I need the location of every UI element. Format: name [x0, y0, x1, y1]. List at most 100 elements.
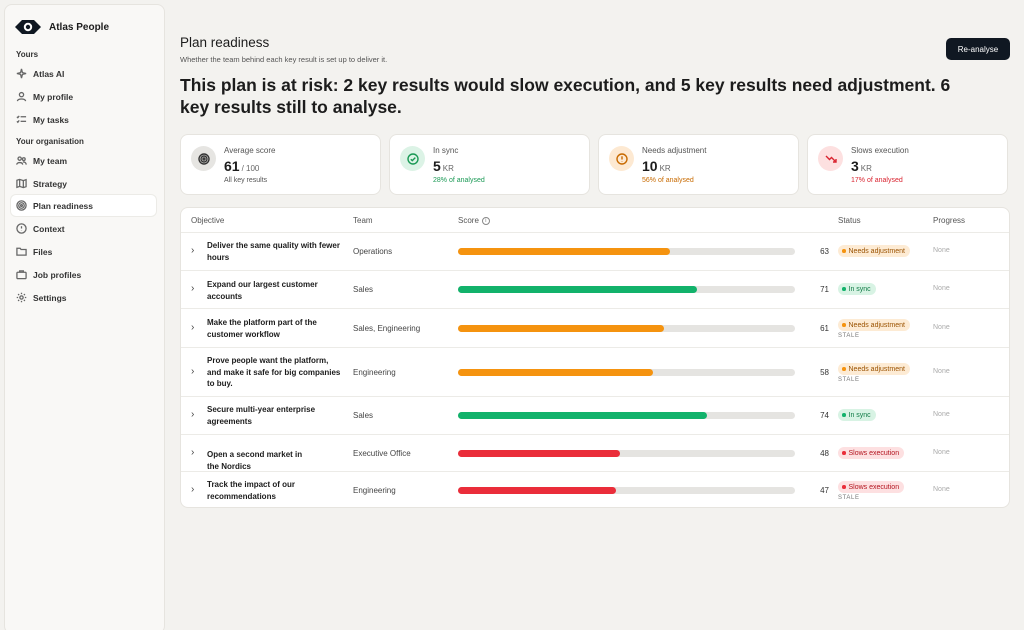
table-row[interactable]: › Make the platform part of the customer … — [181, 308, 1009, 347]
stat-value: 3 KR — [851, 158, 872, 174]
score-bar-fill — [458, 412, 708, 419]
check-circle-icon — [400, 146, 425, 171]
team-name: Sales — [353, 285, 374, 294]
sidebar-item-label: Job profiles — [33, 269, 82, 280]
sidebar-item-label: My team — [33, 155, 68, 166]
status-dot-icon — [842, 413, 846, 417]
objective-name: Secure multi-year enterprise agreements — [207, 405, 316, 426]
sidebar-item-atlas-ai[interactable]: Atlas AI — [11, 63, 156, 84]
stat-value: 10 KR — [642, 158, 671, 174]
sidebar-item-plan-readiness[interactable]: Plan readiness — [11, 195, 156, 216]
stat-label: Needs adjustment — [642, 146, 707, 155]
stat-card-needs-adjustment: Needs adjustment 10 KR 56% of analysed — [598, 134, 799, 195]
table-row[interactable]: › Open a second market in the Nordics Exec… — [181, 434, 1009, 471]
progress-value: None — [933, 368, 950, 375]
stale-label: STALE — [838, 495, 860, 501]
team-name: Sales, Engineering — [353, 324, 421, 333]
risk-headline: This plan is at risk: 2 key results woul… — [180, 75, 951, 117]
score-bar — [458, 450, 795, 457]
status-label: Slows execution — [848, 449, 900, 457]
gear-icon — [16, 292, 27, 303]
status-badge: In sync — [838, 283, 876, 295]
status-dot-icon — [842, 323, 846, 327]
chevron-right-icon[interactable]: › — [191, 283, 195, 294]
status-label: In sync — [848, 411, 871, 419]
progress-value: None — [933, 285, 950, 292]
progress-value: None — [933, 324, 950, 331]
score-bar — [458, 286, 795, 293]
column-header-score[interactable]: Score i — [458, 216, 490, 225]
sidebar-item-context[interactable]: Context — [11, 218, 156, 239]
team-name: Executive Office — [353, 449, 411, 458]
table-row[interactable]: › Prove people want the platform, and mak… — [181, 347, 1009, 396]
status-badge: In sync — [838, 409, 876, 421]
table-row[interactable]: › Deliver the same quality with fewer hou… — [181, 232, 1009, 270]
chevron-right-icon[interactable]: › — [191, 366, 195, 377]
sparkle-icon — [16, 68, 27, 79]
objective-name: Open a second market in the Nordics — [207, 450, 303, 471]
score-bar-fill — [458, 369, 654, 376]
stat-card-slows-execution: Slows execution 3 KR 17% of analysed — [807, 134, 1008, 195]
score-value: 74 — [820, 411, 829, 420]
sidebar-item-label: My profile — [33, 91, 74, 102]
chevron-right-icon[interactable]: › — [191, 447, 195, 458]
score-bar — [458, 248, 795, 255]
stat-card-in-sync: In sync 5 KR 28% of analysed — [389, 134, 590, 195]
status-label: Needs adjustment — [848, 247, 905, 255]
status-label: Needs adjustment — [848, 321, 905, 329]
chevron-right-icon[interactable]: › — [191, 245, 195, 256]
sidebar-item-files[interactable]: Files — [11, 241, 156, 262]
score-value: 48 — [820, 449, 829, 458]
sidebar: Atlas People Yours Atlas AI My profile M… — [4, 4, 165, 630]
info-icon[interactable]: i — [481, 216, 490, 225]
stat-label: Average score — [224, 146, 276, 155]
score-bar-fill — [458, 487, 617, 494]
re-analyse-button[interactable]: Re-analyse — [946, 38, 1010, 60]
map-icon — [16, 178, 27, 189]
score-bar-fill — [458, 286, 698, 293]
team-name: Engineering — [353, 486, 396, 495]
column-header-objective[interactable]: Objective — [191, 216, 225, 225]
brand[interactable]: Atlas People — [14, 16, 109, 38]
score-bar-fill — [458, 450, 620, 457]
stale-label: STALE — [838, 333, 860, 339]
chevron-right-icon[interactable]: › — [191, 484, 195, 495]
column-header-team[interactable]: Team — [353, 216, 373, 225]
status-dot-icon — [842, 485, 846, 489]
status-badge: Needs adjustment — [838, 363, 910, 375]
sidebar-item-label: My tasks — [33, 114, 69, 125]
sidebar-item-label: Strategy — [33, 178, 68, 189]
user-icon — [16, 91, 27, 102]
column-header-status[interactable]: Status — [838, 216, 861, 225]
score-value: 47 — [820, 486, 829, 495]
sidebar-item-label: Plan readiness — [33, 200, 94, 211]
table-row[interactable]: › Track the impact of our recommendations… — [181, 471, 1009, 507]
section-label-yours: Yours — [16, 50, 39, 59]
stat-value: 61/ 100 — [224, 158, 260, 174]
tasks-icon — [16, 114, 27, 125]
score-bar — [458, 487, 795, 494]
score-bar — [458, 325, 795, 332]
sidebar-item-my-profile[interactable]: My profile — [11, 86, 156, 107]
sidebar-item-label: Files — [33, 246, 53, 257]
sidebar-item-strategy[interactable]: Strategy — [11, 173, 156, 194]
page-title: Plan readiness — [180, 35, 270, 50]
score-bar — [458, 412, 795, 419]
sidebar-item-job-profiles[interactable]: Job profiles — [11, 264, 156, 285]
sidebar-item-settings[interactable]: Settings — [11, 287, 156, 308]
table-row[interactable]: › Secure multi-year enterprise agreements… — [181, 396, 1009, 434]
sidebar-item-my-team[interactable]: My team — [11, 150, 156, 171]
team-name: Sales — [353, 411, 374, 420]
column-header-progress[interactable]: Progress — [933, 216, 966, 225]
progress-value: None — [933, 247, 950, 254]
score-bar-fill — [458, 325, 664, 332]
table-row[interactable]: › Expand our largest customer accounts Sal… — [181, 270, 1009, 308]
stat-note: 17% of analysed — [851, 177, 903, 184]
app-name: Atlas People — [49, 21, 110, 33]
sidebar-item-my-tasks[interactable]: My tasks — [11, 109, 156, 130]
chevron-right-icon[interactable]: › — [191, 409, 195, 420]
target-icon — [16, 200, 27, 211]
status-badge: Slows execution — [838, 481, 905, 493]
chevron-right-icon[interactable]: › — [191, 322, 195, 333]
alert-circle-icon — [609, 146, 634, 171]
